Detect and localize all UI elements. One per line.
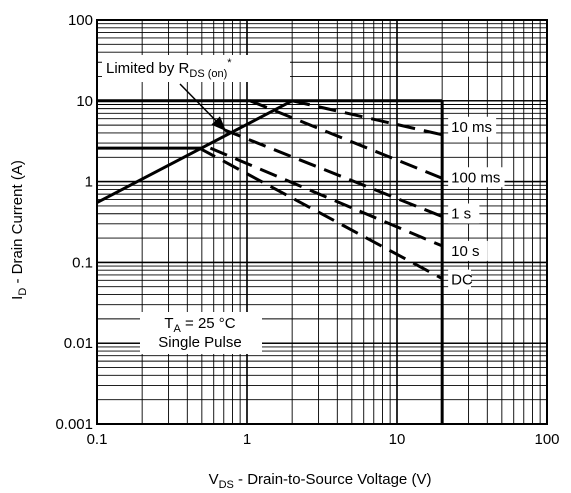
x-axis-title: VDS - Drain-to-Source Voltage (V)	[209, 471, 432, 491]
series-label-bg	[448, 269, 471, 290]
x-axis-title-main: V	[209, 471, 219, 488]
series-label: 10 ms	[451, 119, 492, 136]
x-tick-label: 1	[243, 431, 251, 448]
annotation-labels: 10 ms 100 ms 1 s 10 s DC Limited by RDS (on)*…	[102, 55, 505, 354]
series-line-1-s	[223, 128, 443, 218]
series-line-limited-by-rds-on	[96, 99, 293, 204]
conditions-label-line1-rest: = 25 °C	[181, 315, 236, 332]
series-label: 100 ms	[451, 169, 500, 186]
series-label: DC	[451, 272, 473, 289]
rds-label-bg	[102, 55, 290, 82]
tick-labels: 0.1 1 10 100 100 10 1 0.1 0.01 0.001	[55, 12, 559, 448]
plot-border	[96, 19, 548, 425]
conditions-label-line1: TA = 25 °C	[164, 315, 235, 335]
x-axis-title-sub: DS	[219, 479, 234, 491]
conditions-label-line2: Single Pulse	[158, 334, 241, 351]
rds-label: Limited by RDS (on)*	[106, 57, 232, 80]
x-tick-label: 100	[534, 431, 559, 448]
y-axis-title-rest: - Drain Current (A)	[9, 160, 26, 288]
series-line-10-s	[209, 146, 443, 248]
series-lines	[96, 99, 444, 424]
x-axis-title-rest: - Drain-to-Source Voltage (V)	[234, 471, 432, 488]
series-line-dc	[198, 146, 443, 280]
rds-arrow	[179, 83, 227, 132]
y-tick-label: 0.001	[55, 416, 93, 433]
conditions-label-bg	[140, 312, 262, 354]
y-tick-label: 10	[76, 93, 93, 110]
y-tick-label: 100	[68, 12, 93, 29]
y-tick-label: 0.1	[72, 254, 93, 271]
x-tick-label: 10	[389, 431, 406, 448]
plot-frame	[96, 19, 548, 425]
series-line-100-ms	[249, 99, 443, 180]
conditions-label-line1-main: T	[164, 315, 173, 332]
series-label: 1 s	[451, 205, 471, 222]
y-tick-label: 1	[85, 174, 93, 191]
series-label-bg	[448, 240, 488, 261]
series-label-bg	[448, 203, 480, 224]
series-label: 10 s	[451, 243, 479, 260]
rds-label-main: Limited by R	[106, 60, 190, 77]
rds-label-sub: DS (on)	[189, 68, 227, 80]
plot-grid	[96, 19, 548, 425]
y-tick-label: 0.01	[64, 335, 93, 352]
x-tick-label: 0.1	[87, 431, 108, 448]
y-axis-title: ID - Drain Current (A)	[9, 160, 29, 300]
series-label-bg	[448, 167, 505, 188]
y-axis-title-sub: D	[17, 288, 29, 296]
y-axis-title-main: I	[9, 296, 26, 300]
conditions-label-line1-sub: A	[174, 323, 182, 335]
series-label-bg	[448, 116, 497, 137]
rds-label-sup: *	[227, 57, 232, 69]
